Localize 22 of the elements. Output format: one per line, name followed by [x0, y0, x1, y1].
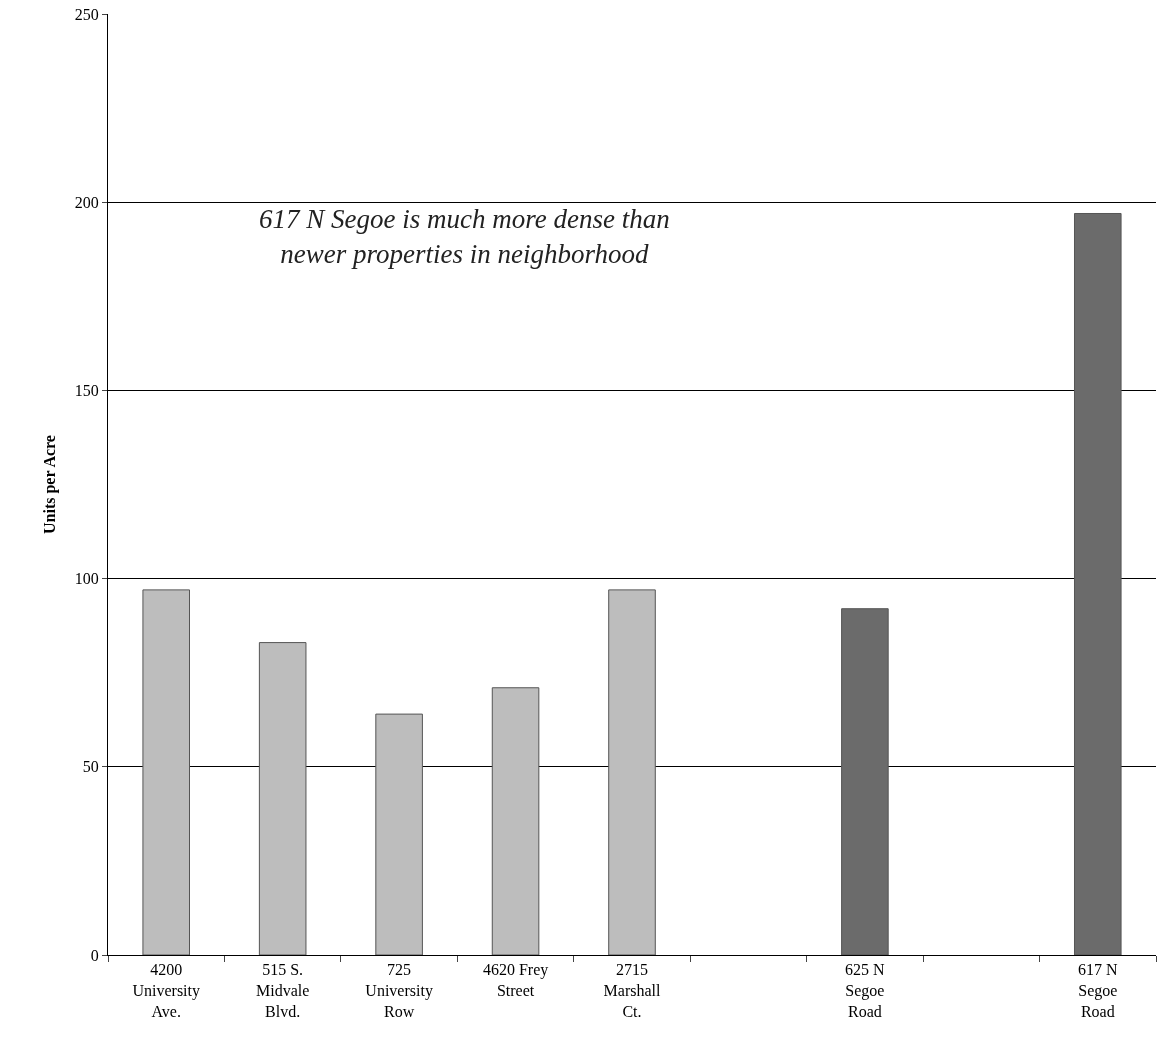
x-tick-label: 4200 University Ave.: [132, 961, 200, 1020]
x-tick-label: 515 S. Midvale Blvd.: [256, 961, 310, 1020]
x-tick-label: 2715 Marshall Ct.: [603, 961, 661, 1020]
bar: [142, 589, 191, 955]
y-tick-label: 50: [82, 758, 99, 776]
bar: [375, 713, 423, 955]
bar: [258, 642, 307, 955]
y-tick-label: 0: [90, 946, 99, 964]
bar: [841, 608, 889, 955]
x-tick-label: 625 N Segoe Road: [845, 961, 886, 1020]
x-tick-label: 4620 Frey Street: [482, 961, 549, 999]
y-tick-label: 100: [74, 570, 99, 588]
x-tick-label: 725 University Row: [365, 961, 433, 1020]
y-tick-label: 150: [74, 382, 99, 399]
y-axis-title: Units per Acre: [40, 435, 59, 534]
bar: [491, 687, 540, 955]
bar: [1073, 212, 1122, 955]
x-tick-label: 617 N Segoe Road: [1078, 961, 1118, 1020]
annotation: 617 N Segoe is much more dense than newer properties in neighborhood: [259, 204, 670, 270]
y-tick-label: 200: [74, 193, 99, 211]
bar: [608, 589, 656, 955]
y-tick-label: 250: [74, 5, 99, 23]
